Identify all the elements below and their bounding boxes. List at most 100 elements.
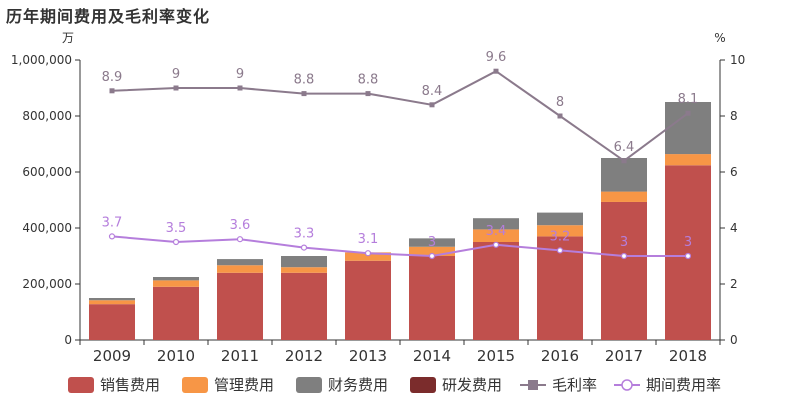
- bar-segment: [217, 265, 263, 273]
- bar-segment: [665, 165, 711, 340]
- line-point: [365, 91, 371, 97]
- bar-segment: [537, 212, 583, 226]
- line-point: [109, 88, 115, 94]
- bar-segment: [601, 191, 647, 202]
- line-point: [557, 113, 563, 119]
- data-label: 3: [428, 235, 436, 250]
- left-axis-tick-label: 800,000: [22, 109, 72, 123]
- data-label: 8.1: [678, 92, 699, 107]
- left-axis-tick-label: 1,000,000: [11, 53, 72, 67]
- bar-segment: [601, 158, 647, 192]
- right-axis-tick-label: 0: [730, 333, 738, 347]
- bar-segment: [217, 272, 263, 340]
- x-axis-tick-label: 2017: [605, 347, 643, 365]
- bar-segment: [153, 286, 199, 340]
- bar-segment: [601, 201, 647, 340]
- bar-segment: [409, 246, 455, 256]
- x-axis-tick-label: 2011: [221, 347, 259, 365]
- legend-label: 期间费用率: [646, 376, 721, 394]
- legend-label: 财务费用: [328, 376, 388, 394]
- right-axis-tick-label: 4: [730, 221, 738, 235]
- legend-swatch: [68, 377, 94, 393]
- line-point: [300, 244, 308, 251]
- legend-marker: [528, 380, 538, 390]
- data-label: 3.3: [294, 227, 315, 242]
- bar-segment: [473, 229, 519, 242]
- line-point: [556, 247, 564, 254]
- bar-segment: [281, 267, 327, 273]
- line-point: [237, 85, 243, 91]
- data-label: 8: [556, 95, 564, 110]
- data-label: 9.6: [486, 50, 507, 65]
- bar-segment: [153, 277, 199, 281]
- x-axis-tick-label: 2009: [93, 347, 131, 365]
- data-label: 9: [236, 67, 244, 82]
- line-point: [428, 252, 436, 260]
- legend-marker: [621, 379, 633, 391]
- line-point: [429, 102, 435, 108]
- line-point: [685, 110, 691, 116]
- bar-segment: [153, 280, 199, 287]
- line-point: [236, 236, 244, 243]
- right-axis-tick-label: 6: [730, 165, 738, 179]
- x-axis-tick-label: 2010: [157, 347, 195, 365]
- data-label: 3: [684, 235, 692, 250]
- legend-label: 研发费用: [442, 376, 502, 394]
- legend-label: 销售费用: [100, 376, 160, 394]
- bar-segment: [537, 236, 583, 340]
- right-axis-tick-label: 10: [730, 53, 745, 67]
- line-point: [364, 250, 372, 257]
- bar-segment: [345, 252, 391, 261]
- line-point: [172, 238, 180, 246]
- bar-segment: [409, 238, 455, 247]
- data-label: 8.8: [358, 73, 379, 88]
- line-point: [493, 68, 499, 74]
- bar-segment: [409, 256, 455, 340]
- bar-segment: [89, 304, 135, 340]
- data-label: 3.1: [358, 232, 379, 247]
- data-label: 8.9: [102, 70, 123, 85]
- data-label: 3: [620, 235, 628, 250]
- data-label: 3.4: [486, 224, 507, 239]
- line-series: [111, 235, 688, 258]
- data-label: 9: [172, 67, 180, 82]
- left-axis-tick-label: 600,000: [22, 165, 72, 179]
- line-point: [621, 158, 627, 164]
- data-label: 8.4: [422, 84, 443, 99]
- line-point: [301, 91, 307, 97]
- line-point: [108, 233, 116, 240]
- data-label: 3.5: [166, 221, 187, 236]
- legend-swatch: [182, 377, 208, 393]
- right-axis-tick-label: 2: [730, 277, 738, 291]
- x-axis-tick-label: 2014: [413, 347, 451, 365]
- legend-swatch: [410, 377, 436, 393]
- chart-title: 历年期间费用及毛利率变化: [6, 7, 211, 26]
- line-point: [492, 241, 500, 248]
- x-axis-tick-label: 2018: [669, 347, 707, 365]
- left-axis-tick-label: 400,000: [22, 221, 72, 235]
- right-axis-tick-label: 8: [730, 109, 738, 123]
- line-series: [111, 70, 689, 163]
- data-label: 3.7: [102, 215, 123, 230]
- x-axis-tick-label: 2012: [285, 347, 323, 365]
- right-axis-unit: %: [714, 31, 725, 45]
- bar-segment: [665, 154, 711, 166]
- data-label: 8.8: [294, 73, 315, 88]
- line-point: [684, 252, 692, 260]
- left-axis-tick-label: 200,000: [22, 277, 72, 291]
- x-axis-tick-label: 2015: [477, 347, 515, 365]
- bar-segment: [537, 225, 583, 237]
- legend-label: 管理费用: [214, 376, 274, 394]
- bar-segment: [281, 256, 327, 268]
- data-label: 3.6: [230, 218, 251, 233]
- bar-segment: [89, 300, 135, 305]
- x-axis-tick-label: 2016: [541, 347, 579, 365]
- bar-segment: [89, 298, 135, 301]
- data-label: 3.2: [550, 229, 571, 244]
- line-point: [620, 252, 628, 260]
- left-axis-unit: 万: [62, 31, 74, 45]
- line-point: [173, 85, 179, 91]
- data-label: 6.4: [614, 140, 635, 155]
